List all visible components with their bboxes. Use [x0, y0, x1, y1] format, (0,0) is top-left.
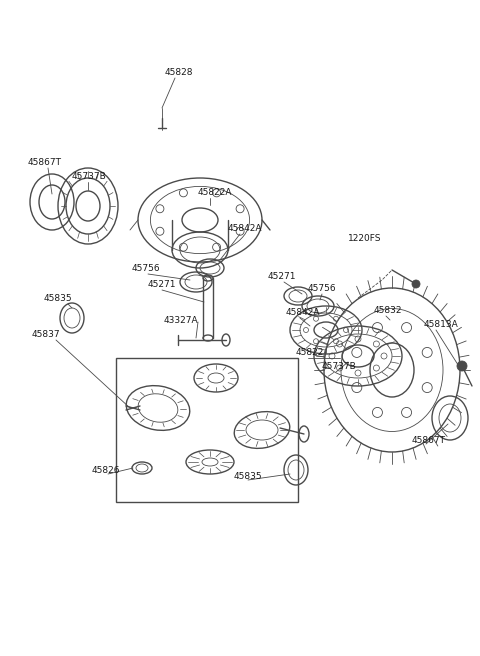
Text: 45822A: 45822A: [198, 188, 232, 197]
Text: 1220FS: 1220FS: [348, 234, 382, 243]
Text: 45867T: 45867T: [28, 158, 62, 167]
Text: 45271: 45271: [148, 280, 177, 289]
Text: 45837: 45837: [32, 330, 60, 339]
Text: 45271: 45271: [268, 272, 297, 281]
Text: 45756: 45756: [308, 284, 336, 293]
Text: 45828: 45828: [165, 68, 193, 77]
Text: 45737B: 45737B: [322, 362, 357, 371]
Text: 45822: 45822: [296, 348, 324, 357]
Text: 45756: 45756: [132, 264, 161, 273]
Circle shape: [457, 361, 467, 371]
Text: 45737B: 45737B: [72, 172, 107, 181]
Text: 45842A: 45842A: [228, 224, 263, 233]
Circle shape: [412, 280, 420, 288]
Text: 45832: 45832: [374, 306, 403, 315]
Text: 45813A: 45813A: [424, 320, 459, 329]
Text: 45835: 45835: [44, 294, 72, 303]
Text: 45826: 45826: [92, 466, 120, 475]
Text: 45867T: 45867T: [412, 436, 446, 445]
Text: 45835: 45835: [234, 472, 263, 481]
Text: 43327A: 43327A: [164, 316, 199, 325]
Bar: [116, 358, 298, 502]
Text: 45842A: 45842A: [286, 308, 321, 317]
